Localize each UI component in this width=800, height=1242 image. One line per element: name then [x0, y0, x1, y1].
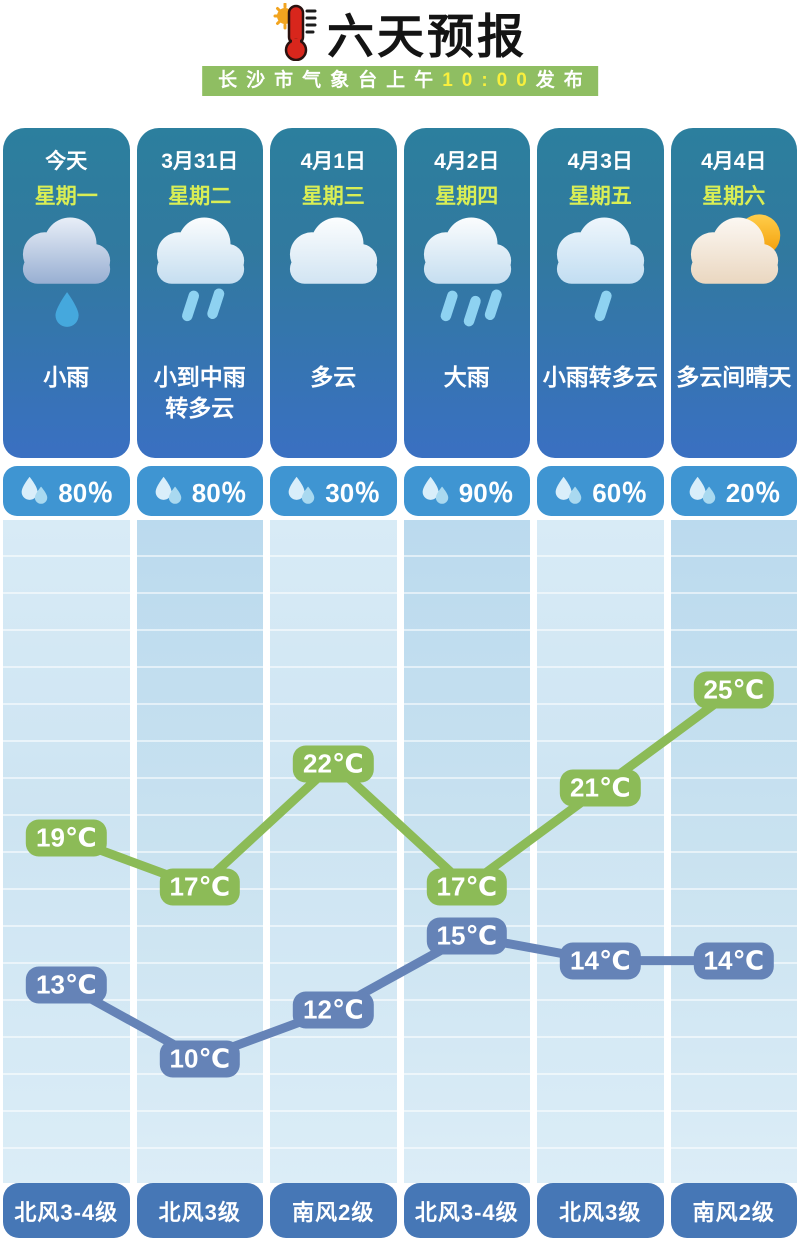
precip-value: 60％: [592, 477, 648, 508]
day-cards-row: 今天 星期一 小雨 3月31日 星期二 小到中雨 转多云 4月1日 星期三 多云…: [0, 128, 800, 458]
high-temp-label: 21℃: [560, 769, 641, 807]
chart-column: [270, 520, 397, 1183]
high-temp-label: 17℃: [426, 868, 507, 906]
wind-box: 南风2级: [270, 1183, 397, 1238]
weather-condition: 小到中雨 转多云: [153, 364, 246, 421]
wind-box: 北风3-4级: [403, 1183, 530, 1238]
day-weekday: 星期三: [301, 185, 365, 208]
temperature-chart: 19℃ 17℃ 22℃ 17℃ 21℃ 25℃ 13℃ 10℃ 12℃ 15℃ 14℃ 14℃: [0, 520, 800, 1183]
light-rain-icon: [6, 206, 126, 330]
day-date: 4月3日: [567, 150, 633, 173]
day-card: 4月3日 星期五 小雨转多云: [537, 128, 664, 458]
day-date: 4月4日: [701, 150, 767, 173]
raindrops-icon: [687, 475, 717, 507]
raindrops-icon: [420, 475, 450, 507]
weather-condition: 多云间晴天: [676, 364, 792, 390]
light-rain-to-cloudy-icon: [540, 206, 660, 330]
chart-background: [0, 520, 800, 1183]
weather-condition: 多云: [310, 364, 357, 390]
precip-value: 30％: [325, 477, 381, 508]
low-temp-label: 12℃: [293, 991, 374, 1029]
day-weekday: 星期五: [568, 185, 632, 208]
precipitation-row: 80％ 80％ 30％ 90％ 60％ 20％: [0, 466, 800, 516]
publisher-bar: 长沙市气象台上午10:00发布: [202, 66, 598, 96]
page-header: 六天预报: [0, 2, 800, 63]
day-date: 4月2日: [434, 150, 500, 173]
low-temp-label: 15℃: [426, 917, 507, 955]
page-title: 六天预报: [327, 9, 527, 63]
day-weekday: 星期二: [168, 185, 232, 208]
day-card: 3月31日 星期二 小到中雨 转多云: [136, 128, 263, 458]
precip-box: 60％: [537, 466, 664, 516]
raindrops-icon: [153, 475, 183, 507]
thermometer-sun-icon: [273, 3, 319, 61]
high-temp-label: 19℃: [26, 819, 107, 857]
precip-value: 20％: [725, 477, 781, 508]
weather-condition: 小雨: [43, 364, 90, 390]
weather-condition: 小雨转多云: [542, 364, 658, 390]
wind-box: 南风2级: [670, 1183, 797, 1238]
raindrops-icon: [553, 475, 583, 507]
publisher-suffix: 发布: [535, 70, 592, 91]
day-card: 今天 星期一 小雨: [3, 128, 130, 458]
wind-box: 北风3-4级: [3, 1183, 130, 1238]
precip-box: 30％: [270, 466, 397, 516]
day-card: 4月4日 星期六 多云间晴天: [670, 128, 797, 458]
precip-box: 20％: [670, 466, 797, 516]
high-temp-label: 25℃: [693, 671, 774, 709]
precip-box: 80％: [136, 466, 263, 516]
weather-condition: 大雨: [443, 364, 490, 390]
moderate-rain-icon: [140, 206, 260, 330]
high-temp-label: 22℃: [293, 745, 374, 783]
day-date: 3月31日: [161, 150, 239, 173]
publish-time: 10:00: [442, 70, 536, 91]
precip-value: 80％: [191, 477, 247, 508]
precip-box: 80％: [3, 466, 130, 516]
cloudy-icon: [273, 206, 393, 330]
chart-column: [537, 520, 664, 1183]
chart-column: [670, 520, 797, 1183]
day-date: 4月1日: [300, 150, 366, 173]
raindrops-icon: [286, 475, 316, 507]
day-weekday: 星期一: [34, 185, 98, 208]
precip-box: 90％: [403, 466, 530, 516]
low-temp-label: 14℃: [693, 942, 774, 980]
high-temp-label: 17℃: [159, 868, 240, 906]
day-weekday: 星期六: [702, 185, 766, 208]
low-temp-label: 13℃: [26, 966, 107, 1004]
wind-box: 北风3级: [136, 1183, 263, 1238]
heavy-rain-icon: [407, 206, 527, 330]
wind-box: 北风3级: [537, 1183, 664, 1238]
day-card: 4月1日 星期三 多云: [270, 128, 397, 458]
wind-row: 北风3-4级 北风3级 南风2级 北风3-4级 北风3级 南风2级: [0, 1183, 800, 1238]
day-weekday: 星期四: [435, 185, 499, 208]
precip-value: 90％: [458, 477, 514, 508]
day-date: 今天: [45, 150, 88, 173]
low-temp-label: 14℃: [560, 942, 641, 980]
publisher-prefix: 长沙市气象台上午: [218, 70, 443, 91]
day-card: 4月2日 星期四 大雨: [403, 128, 530, 458]
precip-value: 80％: [58, 477, 114, 508]
temperature-lines: [61, 685, 739, 1064]
partly-sunny-icon: [674, 206, 794, 330]
raindrops-icon: [19, 475, 49, 507]
low-temp-label: 10℃: [159, 1040, 240, 1078]
